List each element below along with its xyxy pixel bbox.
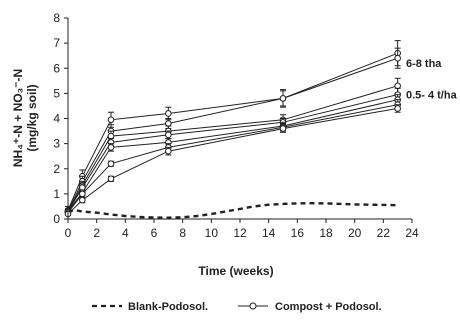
- series-line-blank: [67, 201, 398, 219]
- data-point-2-2: [107, 132, 115, 140]
- y-tick-label-2: 2: [53, 162, 60, 176]
- x-tick-label-0: 0: [65, 226, 72, 240]
- x-tick-label-6: 12: [233, 226, 247, 240]
- series-line-1: [67, 57, 398, 212]
- y-tick-label-6: 6: [53, 61, 60, 75]
- data-point-0-2: [107, 116, 115, 124]
- y-tick-label-8: 8: [53, 11, 60, 25]
- y-axis-title: NH₄⁺-N + NO₃⁻-N (mg/kg soil): [11, 69, 39, 167]
- x-tick-label-10: 20: [348, 226, 362, 240]
- y-tick-label-1: 1: [53, 187, 60, 201]
- data-point-2-5: [394, 82, 401, 90]
- x-tick-label-8: 16: [291, 226, 305, 240]
- annotation-0: 6-8 tha: [406, 58, 442, 70]
- annotation-1: 0.5- 4 t/ha: [406, 90, 458, 102]
- series-line-3: [67, 94, 398, 212]
- data-point-6-3: [165, 147, 172, 155]
- annotations: 6-8 tha 0.5- 4 t/ha: [406, 58, 458, 101]
- data-point-0-3: [165, 110, 172, 117]
- series-layer: [64, 40, 401, 219]
- y-tick-label-3: 3: [53, 137, 60, 151]
- legend-label-blank: Blank-Podosol.: [128, 301, 208, 313]
- x-axis-title: Time (weeks): [198, 264, 273, 278]
- data-point-1-5: [394, 54, 401, 62]
- series-line-4: [67, 99, 398, 212]
- y-tick-label-7: 7: [53, 36, 60, 50]
- legend: Blank-Podosol. Compost + Podosol.: [92, 301, 382, 313]
- x-tick-label-4: 8: [179, 226, 186, 240]
- x-tick-label-11: 22: [377, 226, 391, 240]
- data-point-1-3: [165, 120, 172, 127]
- y-tick-label-0: 0: [53, 212, 60, 226]
- x-tick-label-12: 24: [405, 226, 419, 240]
- data-point-5-2: [107, 160, 115, 168]
- x-tick-label-1: 2: [93, 226, 100, 240]
- y-axis-title-line2: (mg/kg soil): [25, 84, 39, 151]
- data-point-6-2: [107, 175, 115, 183]
- x-tick-label-5: 10: [205, 226, 219, 240]
- data-point-6-1: [79, 196, 86, 204]
- data-point-1-4: [279, 95, 287, 102]
- legend-label-compost: Compost + Podosol.: [275, 301, 382, 313]
- data-point-6-5: [394, 105, 401, 112]
- legend-marker-compost: [249, 302, 257, 310]
- x-tick-label-9: 18: [319, 226, 333, 240]
- x-tick-label-7: 14: [262, 226, 276, 240]
- x-tick-label-3: 6: [151, 226, 158, 240]
- data-point-4-2: [107, 144, 115, 151]
- data-point-3-3: [165, 131, 172, 139]
- series-line-5: [67, 104, 398, 214]
- y-tick-label-4: 4: [53, 112, 60, 126]
- x-tick-label-2: 4: [122, 226, 129, 240]
- y-axis-title-line1: NH₄⁺-N + NO₃⁻-N: [11, 69, 25, 167]
- data-point-6-4: [279, 125, 287, 132]
- y-tick-label-5: 5: [53, 86, 60, 100]
- data-point-5-1: [79, 190, 86, 198]
- series-line-0: [67, 52, 398, 211]
